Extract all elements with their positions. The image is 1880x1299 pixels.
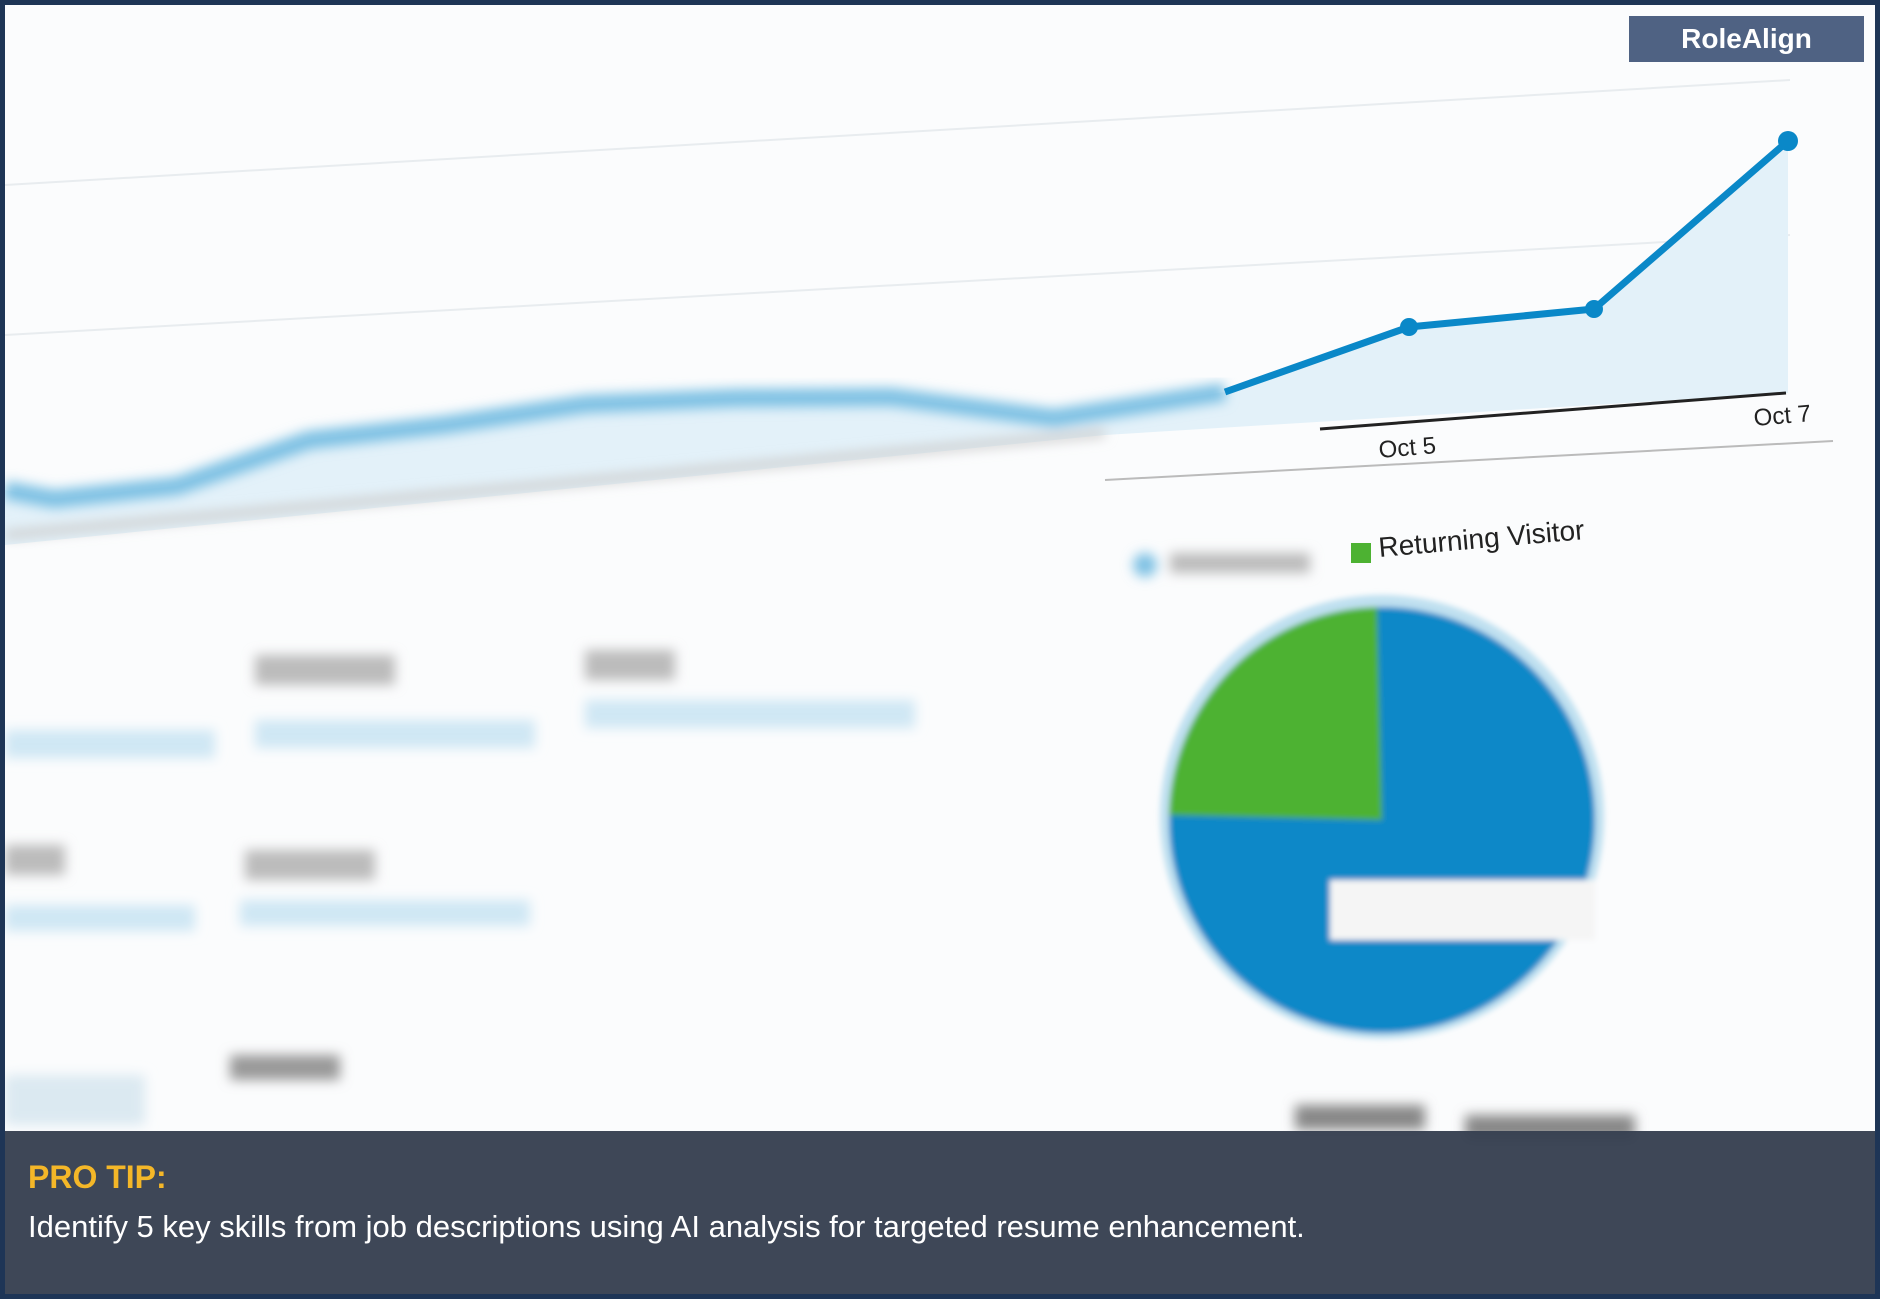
pro-tip-title: PRO TIP: [28,1159,167,1195]
brand-logo: RoleAlign [1629,16,1864,62]
sessions-line [1223,138,1791,396]
blurred-line-left [5,383,1227,539]
x-axis [1319,391,1787,431]
x-label-oct7: Oct 7 [1752,400,1813,433]
grid-lines [5,79,1791,336]
area-fill [5,141,1788,545]
blurred-metric-cards [5,553,1635,1140]
pro-tip-text: Identify 5 key skills from job descripti… [28,1209,1305,1244]
analytics-background-illustration [5,79,1834,1140]
line-points [1400,131,1798,336]
background-frame: Oct 5 Oct 7 Returning Visitor RoleAlign … [5,5,1875,1294]
pie-slice-returning [1169,607,1382,820]
pro-tip-banner: PRO TIP: Identify 5 key skills from job … [5,1131,1875,1294]
legend-swatch-returning [1351,543,1371,563]
x-label-oct5: Oct 5 [1377,432,1438,465]
pie-chart [1160,595,1604,1039]
